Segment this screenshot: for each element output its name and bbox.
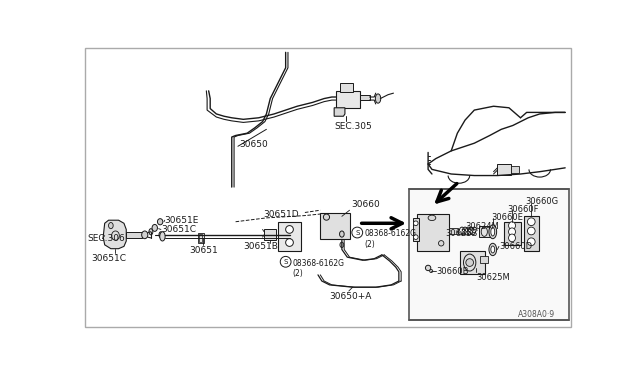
Bar xyxy=(449,228,458,234)
Text: 30650: 30650 xyxy=(239,140,268,149)
Bar xyxy=(278,222,301,251)
Bar xyxy=(511,166,519,173)
Text: 30625B: 30625B xyxy=(445,230,477,238)
Text: 30651B: 30651B xyxy=(244,242,278,251)
Bar xyxy=(524,216,539,251)
Text: 30651D: 30651D xyxy=(263,210,299,219)
Bar xyxy=(409,189,569,320)
Circle shape xyxy=(352,227,363,238)
Ellipse shape xyxy=(489,243,497,256)
Bar xyxy=(460,251,485,274)
Text: 30651C: 30651C xyxy=(161,225,196,234)
Ellipse shape xyxy=(323,214,330,220)
Text: 30625M: 30625M xyxy=(476,273,509,282)
Ellipse shape xyxy=(340,231,344,237)
Circle shape xyxy=(285,225,293,233)
Ellipse shape xyxy=(289,232,294,241)
Ellipse shape xyxy=(509,234,515,242)
Ellipse shape xyxy=(160,232,165,241)
Bar xyxy=(198,232,204,243)
Text: 30651E: 30651E xyxy=(164,216,199,225)
Text: 30660D: 30660D xyxy=(499,242,532,251)
Text: 08368-6162G
(2): 08368-6162G (2) xyxy=(364,230,416,249)
Ellipse shape xyxy=(149,229,153,235)
Circle shape xyxy=(413,235,418,240)
Bar xyxy=(200,234,202,242)
Ellipse shape xyxy=(481,227,488,236)
Text: 30651: 30651 xyxy=(189,246,218,254)
Text: 30651C: 30651C xyxy=(91,254,126,263)
Circle shape xyxy=(285,239,293,246)
Ellipse shape xyxy=(426,265,431,271)
Bar xyxy=(126,232,141,238)
Bar xyxy=(479,226,490,237)
Text: 30660F: 30660F xyxy=(508,205,539,214)
Ellipse shape xyxy=(509,222,515,230)
Polygon shape xyxy=(103,220,126,249)
Ellipse shape xyxy=(375,94,381,103)
Text: SEC.305: SEC.305 xyxy=(334,122,372,131)
Text: SEC.306: SEC.306 xyxy=(88,234,125,243)
Ellipse shape xyxy=(438,241,444,246)
Bar xyxy=(497,164,511,175)
Ellipse shape xyxy=(489,225,497,239)
Bar xyxy=(264,230,276,240)
Ellipse shape xyxy=(157,219,163,225)
Ellipse shape xyxy=(152,224,157,231)
Ellipse shape xyxy=(109,222,113,229)
Ellipse shape xyxy=(159,232,163,238)
Text: 30624M: 30624M xyxy=(465,222,499,231)
Bar xyxy=(481,256,488,263)
Ellipse shape xyxy=(491,246,495,253)
Bar xyxy=(340,83,353,92)
Bar xyxy=(336,91,360,108)
Text: A308A0·9: A308A0·9 xyxy=(518,310,555,319)
Ellipse shape xyxy=(527,218,535,225)
Ellipse shape xyxy=(509,228,515,235)
Circle shape xyxy=(280,256,291,267)
Bar xyxy=(413,218,419,241)
Ellipse shape xyxy=(527,238,535,246)
Text: S: S xyxy=(284,259,288,265)
Text: 30660: 30660 xyxy=(351,201,380,209)
Ellipse shape xyxy=(428,215,436,221)
Text: 30660G: 30660G xyxy=(525,197,558,206)
Text: 08368-6162G
(2): 08368-6162G (2) xyxy=(292,259,344,278)
Text: 30650+A: 30650+A xyxy=(330,292,372,301)
Ellipse shape xyxy=(527,227,535,235)
Text: S: S xyxy=(355,230,360,235)
Ellipse shape xyxy=(141,231,148,239)
Ellipse shape xyxy=(491,228,495,236)
Bar xyxy=(417,214,449,251)
Ellipse shape xyxy=(429,269,433,273)
Text: 30660E: 30660E xyxy=(492,212,523,221)
Circle shape xyxy=(413,221,418,225)
Polygon shape xyxy=(334,108,345,116)
Ellipse shape xyxy=(340,242,344,247)
Circle shape xyxy=(466,259,474,266)
Bar xyxy=(360,95,369,100)
Bar xyxy=(320,212,349,240)
Bar xyxy=(504,222,520,245)
Text: 30660B: 30660B xyxy=(436,266,468,276)
